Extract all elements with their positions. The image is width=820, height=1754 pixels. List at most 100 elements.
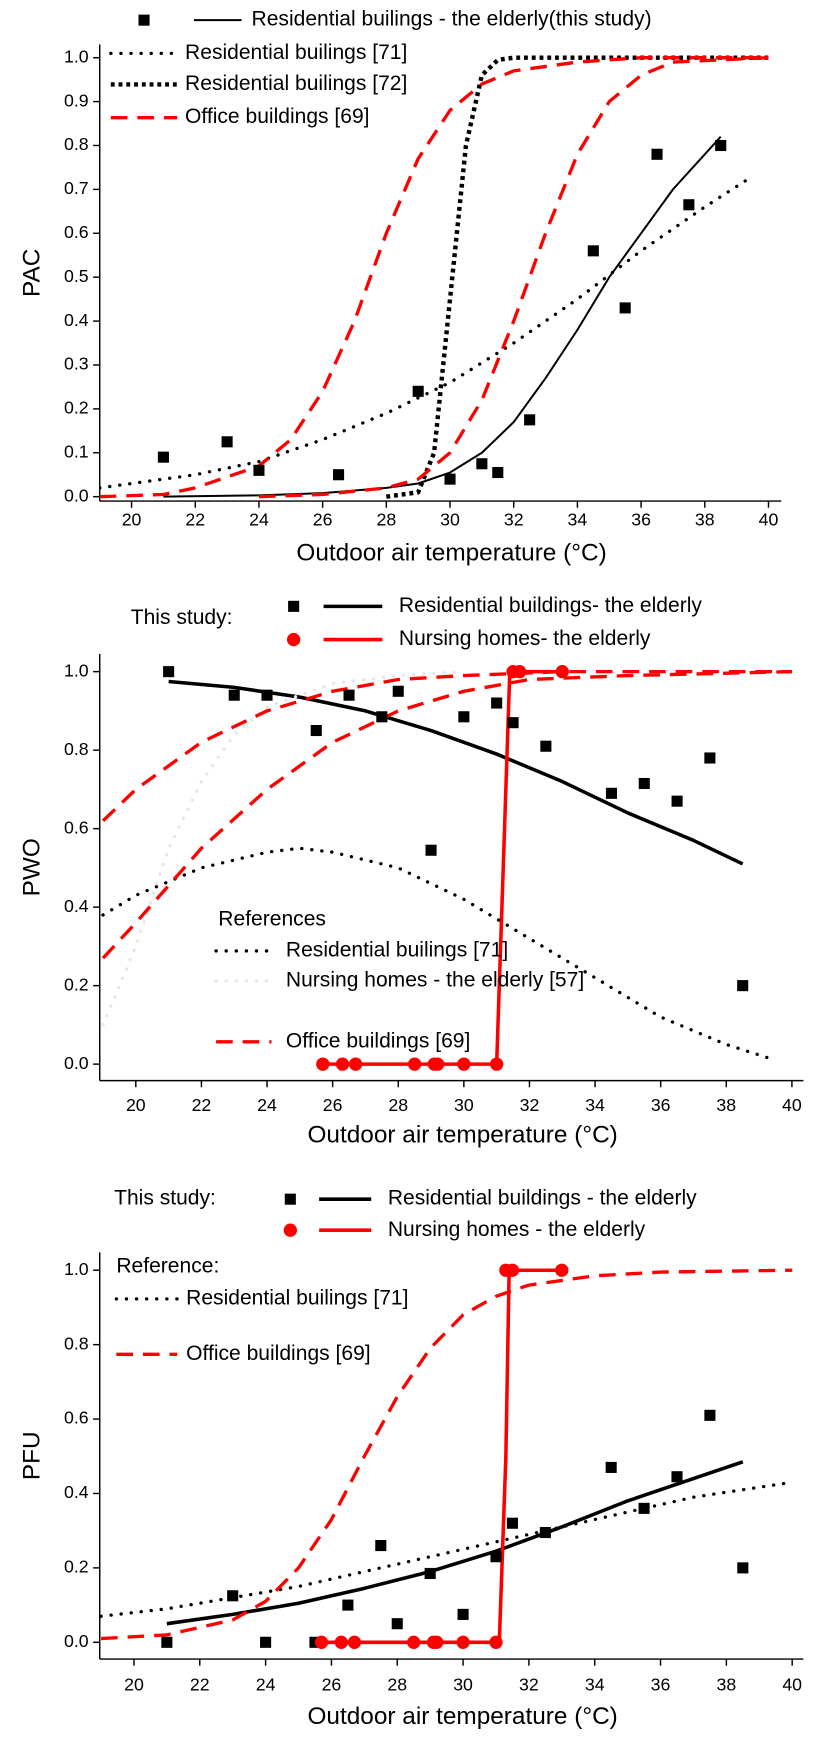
curve bbox=[101, 669, 792, 960]
curve bbox=[101, 846, 778, 1062]
circle-marker bbox=[407, 1635, 421, 1649]
curve bbox=[99, 56, 769, 499]
legend-label: Office buildings [69] bbox=[185, 105, 369, 128]
x-tick-label: 30 bbox=[453, 1674, 473, 1694]
x-tick-label: 20 bbox=[124, 1674, 144, 1694]
legend-label: Residential builings [71] bbox=[185, 41, 407, 64]
square-marker bbox=[227, 1590, 239, 1602]
square-marker bbox=[288, 600, 300, 612]
square-marker bbox=[715, 139, 727, 152]
y-tick-label: 0.0 bbox=[64, 1631, 89, 1651]
circle-marker bbox=[334, 1635, 348, 1649]
y-tick-label: 0.6 bbox=[64, 222, 89, 242]
x-tick-label: 36 bbox=[651, 1095, 671, 1115]
curve bbox=[99, 174, 755, 490]
square-marker bbox=[704, 752, 716, 764]
x-tick-label: 28 bbox=[388, 1095, 408, 1115]
square-marker bbox=[651, 148, 663, 160]
curve bbox=[258, 56, 769, 499]
curve bbox=[99, 1480, 794, 1618]
plot-area bbox=[99, 55, 769, 499]
y-axis-title: PAC bbox=[19, 249, 46, 297]
square-marker bbox=[737, 1562, 749, 1574]
square-marker bbox=[163, 666, 175, 678]
square-marker bbox=[138, 14, 150, 26]
square-marker bbox=[376, 711, 388, 723]
y-tick-label: 0.0 bbox=[64, 485, 89, 505]
x-tick-label: 20 bbox=[126, 1095, 146, 1115]
square-marker bbox=[605, 1461, 617, 1473]
x-tick-label: 34 bbox=[568, 510, 588, 530]
x-tick-label: 34 bbox=[585, 1674, 605, 1694]
x-axis-title: Outdoor air temperature (°C) bbox=[296, 540, 606, 567]
y-tick-label: 0.6 bbox=[64, 1408, 89, 1428]
x-tick-label: 26 bbox=[322, 1674, 342, 1694]
square-marker bbox=[539, 1526, 551, 1539]
x-tick-label: 22 bbox=[190, 1674, 210, 1694]
square-marker bbox=[492, 466, 504, 479]
legend-label: Residential buildings- the elderly bbox=[399, 594, 702, 617]
y-tick-label: 1.0 bbox=[64, 660, 89, 680]
y-axis-title: PWO bbox=[19, 838, 46, 896]
x-tick-label: 30 bbox=[454, 1095, 474, 1115]
y-tick-label: 0.4 bbox=[64, 310, 89, 330]
y-tick-label: 1.0 bbox=[64, 1259, 89, 1279]
circle-marker bbox=[316, 1057, 330, 1071]
square-marker bbox=[476, 458, 488, 470]
square-marker bbox=[683, 199, 695, 211]
x-tick-label: 24 bbox=[257, 1095, 277, 1115]
circle-marker bbox=[408, 1057, 422, 1071]
circle-marker bbox=[430, 1057, 445, 1071]
square-marker bbox=[444, 473, 456, 485]
square-marker bbox=[260, 1636, 272, 1648]
y-tick-label: 0.1 bbox=[64, 441, 89, 461]
y-tick-label: 0.0 bbox=[64, 1053, 89, 1073]
curve bbox=[168, 679, 744, 866]
x-tick-label: 40 bbox=[782, 1674, 802, 1694]
x-tick-label: 32 bbox=[519, 1674, 539, 1694]
chart: 20 22 24 26 28 30 32 34 36 38 40 0.0 0.2 0.4 0.6 0.8 1.0… bbox=[19, 594, 804, 1148]
y-tick-label: 0.9 bbox=[64, 90, 89, 110]
square-marker bbox=[392, 685, 404, 697]
legend-label: Residential buildings - the elderly bbox=[388, 1187, 697, 1210]
y-tick-label: 0.4 bbox=[64, 1482, 89, 1502]
square-marker bbox=[261, 689, 273, 701]
square-marker bbox=[491, 697, 503, 709]
x-tick-label: 32 bbox=[504, 510, 524, 530]
curve bbox=[101, 669, 792, 822]
square-marker bbox=[737, 980, 749, 992]
curve bbox=[101, 669, 466, 1027]
legend-label: Office buildings [69] bbox=[186, 1342, 370, 1365]
square-marker bbox=[424, 1567, 436, 1580]
square-marker bbox=[605, 787, 618, 799]
x-tick-label: 36 bbox=[651, 1674, 671, 1694]
chart: 20 22 24 26 28 30 32 34 36 38 40 0.0 0.2 0.4 0.6 0.8 1.0… bbox=[19, 1187, 804, 1730]
x-tick-label: 30 bbox=[440, 510, 460, 530]
square-marker bbox=[671, 1471, 683, 1483]
square-marker bbox=[704, 1409, 716, 1421]
square-marker bbox=[391, 1618, 403, 1630]
y-tick-label: 0.7 bbox=[64, 178, 89, 198]
circle-marker bbox=[283, 1223, 297, 1237]
legend-title: References bbox=[218, 907, 326, 930]
x-tick-label: 38 bbox=[716, 1095, 736, 1115]
curve bbox=[100, 1268, 793, 1641]
curve bbox=[321, 1268, 562, 1645]
square-marker bbox=[161, 1636, 173, 1648]
square-marker bbox=[284, 1193, 296, 1205]
x-tick-label: 32 bbox=[520, 1095, 540, 1115]
square-marker bbox=[507, 717, 519, 729]
plot-area bbox=[101, 669, 792, 1066]
square-marker bbox=[343, 689, 355, 701]
square-marker bbox=[221, 436, 233, 448]
x-tick-label: 28 bbox=[376, 510, 396, 530]
y-tick-label: 0.8 bbox=[64, 739, 89, 759]
circle-marker bbox=[335, 1057, 350, 1071]
curve bbox=[386, 55, 769, 499]
square-marker bbox=[638, 1502, 650, 1514]
square-marker bbox=[425, 844, 437, 856]
square-marker bbox=[342, 1599, 354, 1611]
square-marker bbox=[412, 385, 424, 397]
y-tick-label: 0.2 bbox=[64, 398, 89, 418]
